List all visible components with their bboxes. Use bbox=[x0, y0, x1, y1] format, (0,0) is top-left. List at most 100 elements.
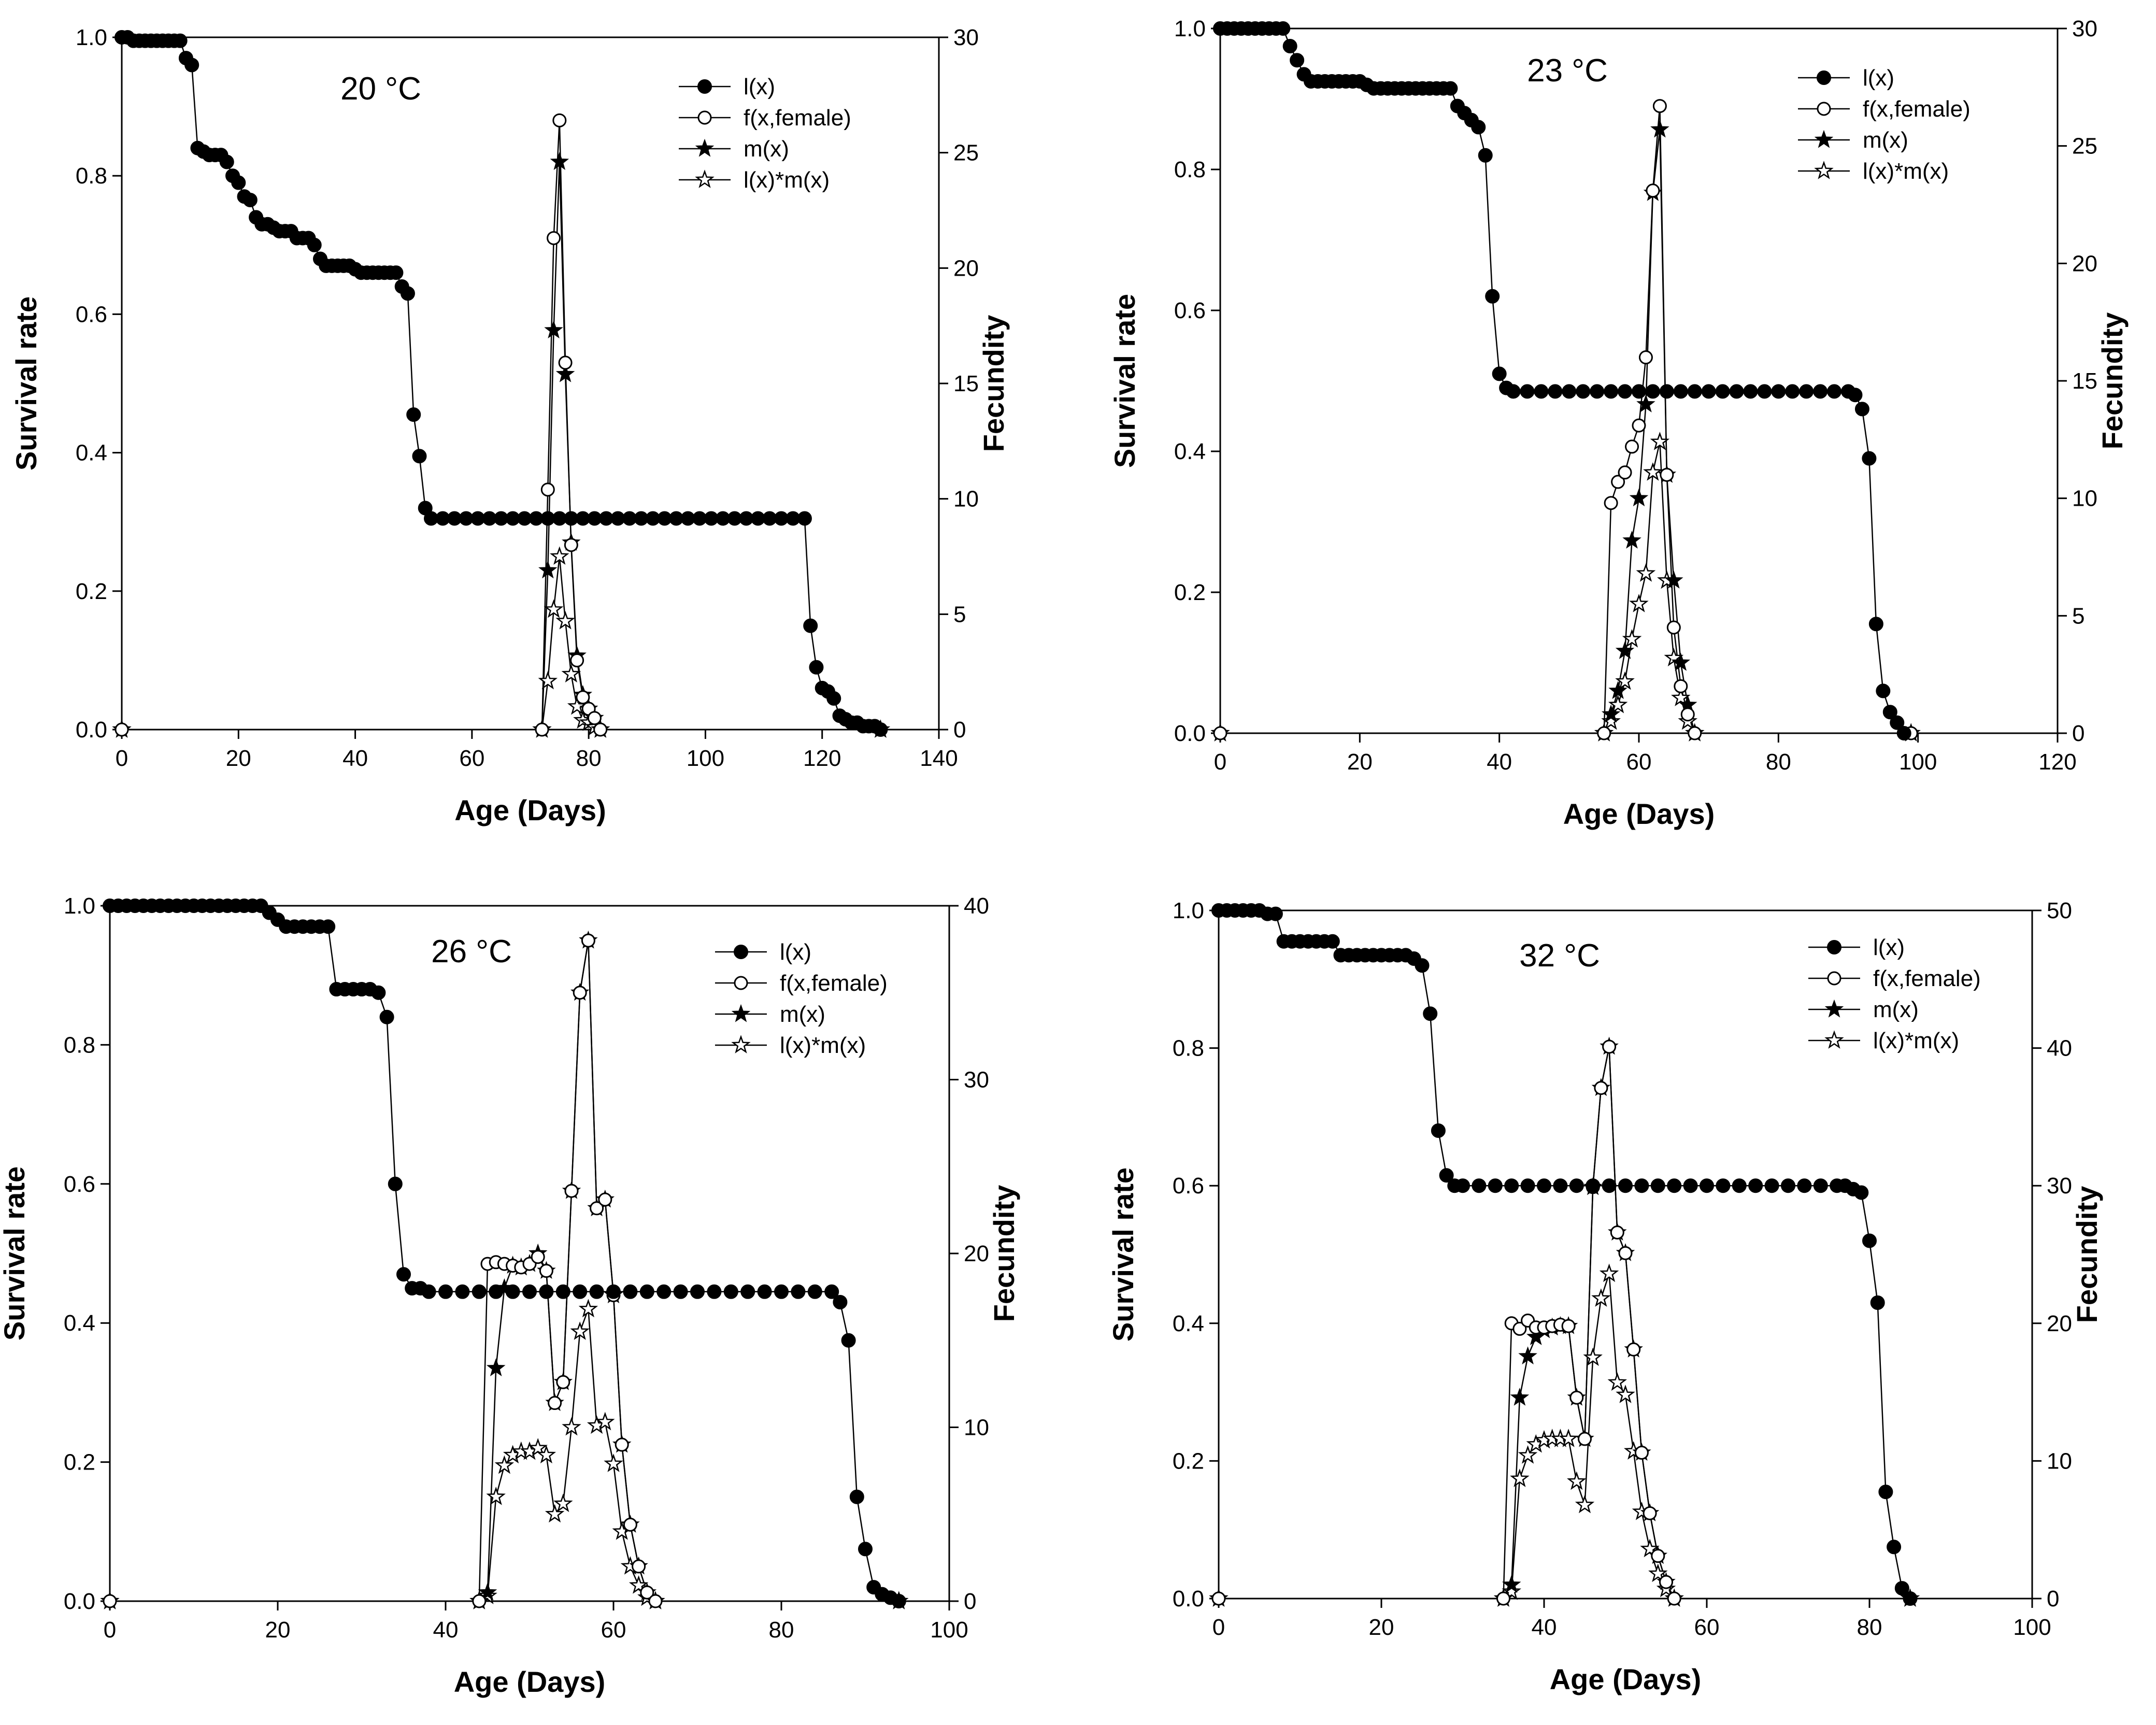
y2-tick-label: 40 bbox=[2047, 1036, 2072, 1061]
data-point bbox=[400, 286, 415, 301]
y-tick-label: 0.6 bbox=[1173, 1173, 1204, 1199]
data-point bbox=[573, 1284, 588, 1299]
legend: l(x) f(x,female) m(x) l(x)*m(x) bbox=[679, 74, 851, 193]
y2-tick-label: 0 bbox=[964, 1589, 976, 1614]
data-point bbox=[1583, 1347, 1603, 1366]
data-point bbox=[1618, 465, 1632, 480]
data-point bbox=[1854, 1185, 1869, 1200]
legend-label: l(x)*m(x) bbox=[744, 167, 830, 193]
data-point bbox=[1548, 384, 1563, 399]
data-point bbox=[1618, 384, 1633, 399]
data-point bbox=[1890, 715, 1905, 730]
y2-tick-label: 15 bbox=[953, 371, 979, 396]
y-tick-label: 0.0 bbox=[1174, 721, 1206, 746]
data-point bbox=[1652, 99, 1667, 113]
series-l-x bbox=[1211, 903, 1918, 1606]
data-point bbox=[1638, 350, 1653, 365]
data-point bbox=[1478, 148, 1493, 163]
data-point bbox=[1667, 1178, 1682, 1193]
data-point bbox=[550, 152, 569, 170]
data-point bbox=[1632, 418, 1646, 433]
series-line-m-x bbox=[122, 161, 881, 731]
data-point bbox=[562, 1417, 581, 1436]
data-point bbox=[1537, 1178, 1551, 1193]
legend: l(x) f(x,female) m(x) l(x)*m(x) bbox=[1808, 935, 1981, 1053]
legend-item-f-x-female: f(x,female) bbox=[715, 971, 888, 996]
plot-frame bbox=[1219, 27, 2059, 734]
data-point bbox=[1607, 1372, 1627, 1391]
legend-item-l-x: l(x) bbox=[1808, 935, 1905, 960]
data-point bbox=[494, 1455, 515, 1474]
data-point bbox=[1616, 1385, 1635, 1403]
legend-marker bbox=[1814, 130, 1834, 148]
y2-tick-label: 20 bbox=[2072, 251, 2097, 276]
data-point bbox=[824, 1284, 839, 1299]
data-point bbox=[1559, 1429, 1578, 1447]
data-point bbox=[321, 919, 336, 934]
data-point bbox=[173, 33, 188, 48]
data-point bbox=[1591, 1288, 1611, 1307]
data-point bbox=[550, 546, 569, 565]
legend-item-l-x-m-x: l(x)*m(x) bbox=[679, 167, 830, 193]
legend-label: l(x)*m(x) bbox=[780, 1033, 866, 1058]
data-point bbox=[1610, 1225, 1624, 1240]
y-tick-label: 0.2 bbox=[1173, 1448, 1204, 1474]
data-point bbox=[1423, 1006, 1438, 1021]
data-point bbox=[1757, 384, 1772, 399]
y2-axis-label: Fecundity bbox=[2071, 1186, 2103, 1323]
data-point bbox=[1673, 384, 1688, 399]
y-tick-label: 0.4 bbox=[1174, 439, 1206, 464]
x-tick-label: 60 bbox=[1626, 749, 1652, 775]
x-tick-label: 20 bbox=[265, 1617, 291, 1643]
x-tick-label: 80 bbox=[1857, 1615, 1882, 1640]
data-point bbox=[1659, 1575, 1673, 1589]
data-point bbox=[623, 1284, 638, 1299]
data-point bbox=[1439, 1168, 1454, 1183]
y-tick-label: 1.0 bbox=[1174, 16, 1206, 41]
data-point bbox=[1506, 384, 1521, 399]
data-point bbox=[1615, 641, 1635, 659]
legend-label: l(x) bbox=[744, 74, 775, 99]
legend-label: l(x) bbox=[1863, 65, 1894, 91]
data-point bbox=[539, 1284, 554, 1299]
data-point bbox=[555, 610, 575, 630]
data-point bbox=[1615, 671, 1635, 690]
data-point bbox=[1650, 432, 1670, 450]
y-axis-label: Survival rate bbox=[1107, 1167, 1139, 1342]
legend-label: m(x) bbox=[1873, 997, 1919, 1022]
data-point bbox=[841, 1333, 856, 1348]
data-point bbox=[891, 1594, 906, 1608]
data-point bbox=[1510, 1469, 1530, 1487]
data-point bbox=[1716, 1178, 1731, 1193]
data-point bbox=[1602, 1039, 1617, 1054]
series-line-l-x-m-x bbox=[110, 1308, 899, 1602]
data-point bbox=[1520, 384, 1535, 399]
y2-tick-label: 5 bbox=[2072, 603, 2084, 629]
data-point bbox=[826, 691, 841, 706]
data-point bbox=[690, 1284, 705, 1299]
legend-marker bbox=[1817, 70, 1831, 85]
data-point bbox=[1518, 1445, 1538, 1464]
series-line-f-x-female bbox=[1220, 105, 1911, 734]
data-point bbox=[1700, 1178, 1714, 1193]
data-point bbox=[1629, 488, 1649, 507]
y2-tick-label: 10 bbox=[2047, 1448, 2072, 1474]
data-point bbox=[1732, 1178, 1747, 1193]
data-point bbox=[1618, 1178, 1633, 1193]
legend-item-l-x-m-x: l(x)*m(x) bbox=[1798, 159, 1949, 184]
y-tick-label: 0.4 bbox=[64, 1310, 95, 1336]
y2-tick-label: 10 bbox=[953, 487, 979, 512]
data-point bbox=[1492, 366, 1507, 381]
legend-marker bbox=[1827, 971, 1841, 986]
data-point bbox=[412, 449, 427, 464]
x-tick-label: 120 bbox=[2038, 749, 2076, 775]
legend-label: l(x)*m(x) bbox=[1863, 159, 1949, 184]
data-point bbox=[1213, 726, 1227, 740]
data-point bbox=[723, 1284, 738, 1299]
data-point bbox=[1645, 384, 1660, 399]
data-point bbox=[1743, 384, 1758, 399]
series-m-x bbox=[112, 152, 890, 738]
data-point bbox=[1748, 1178, 1763, 1193]
legend-marker bbox=[734, 976, 748, 990]
data-point bbox=[1586, 1178, 1601, 1193]
